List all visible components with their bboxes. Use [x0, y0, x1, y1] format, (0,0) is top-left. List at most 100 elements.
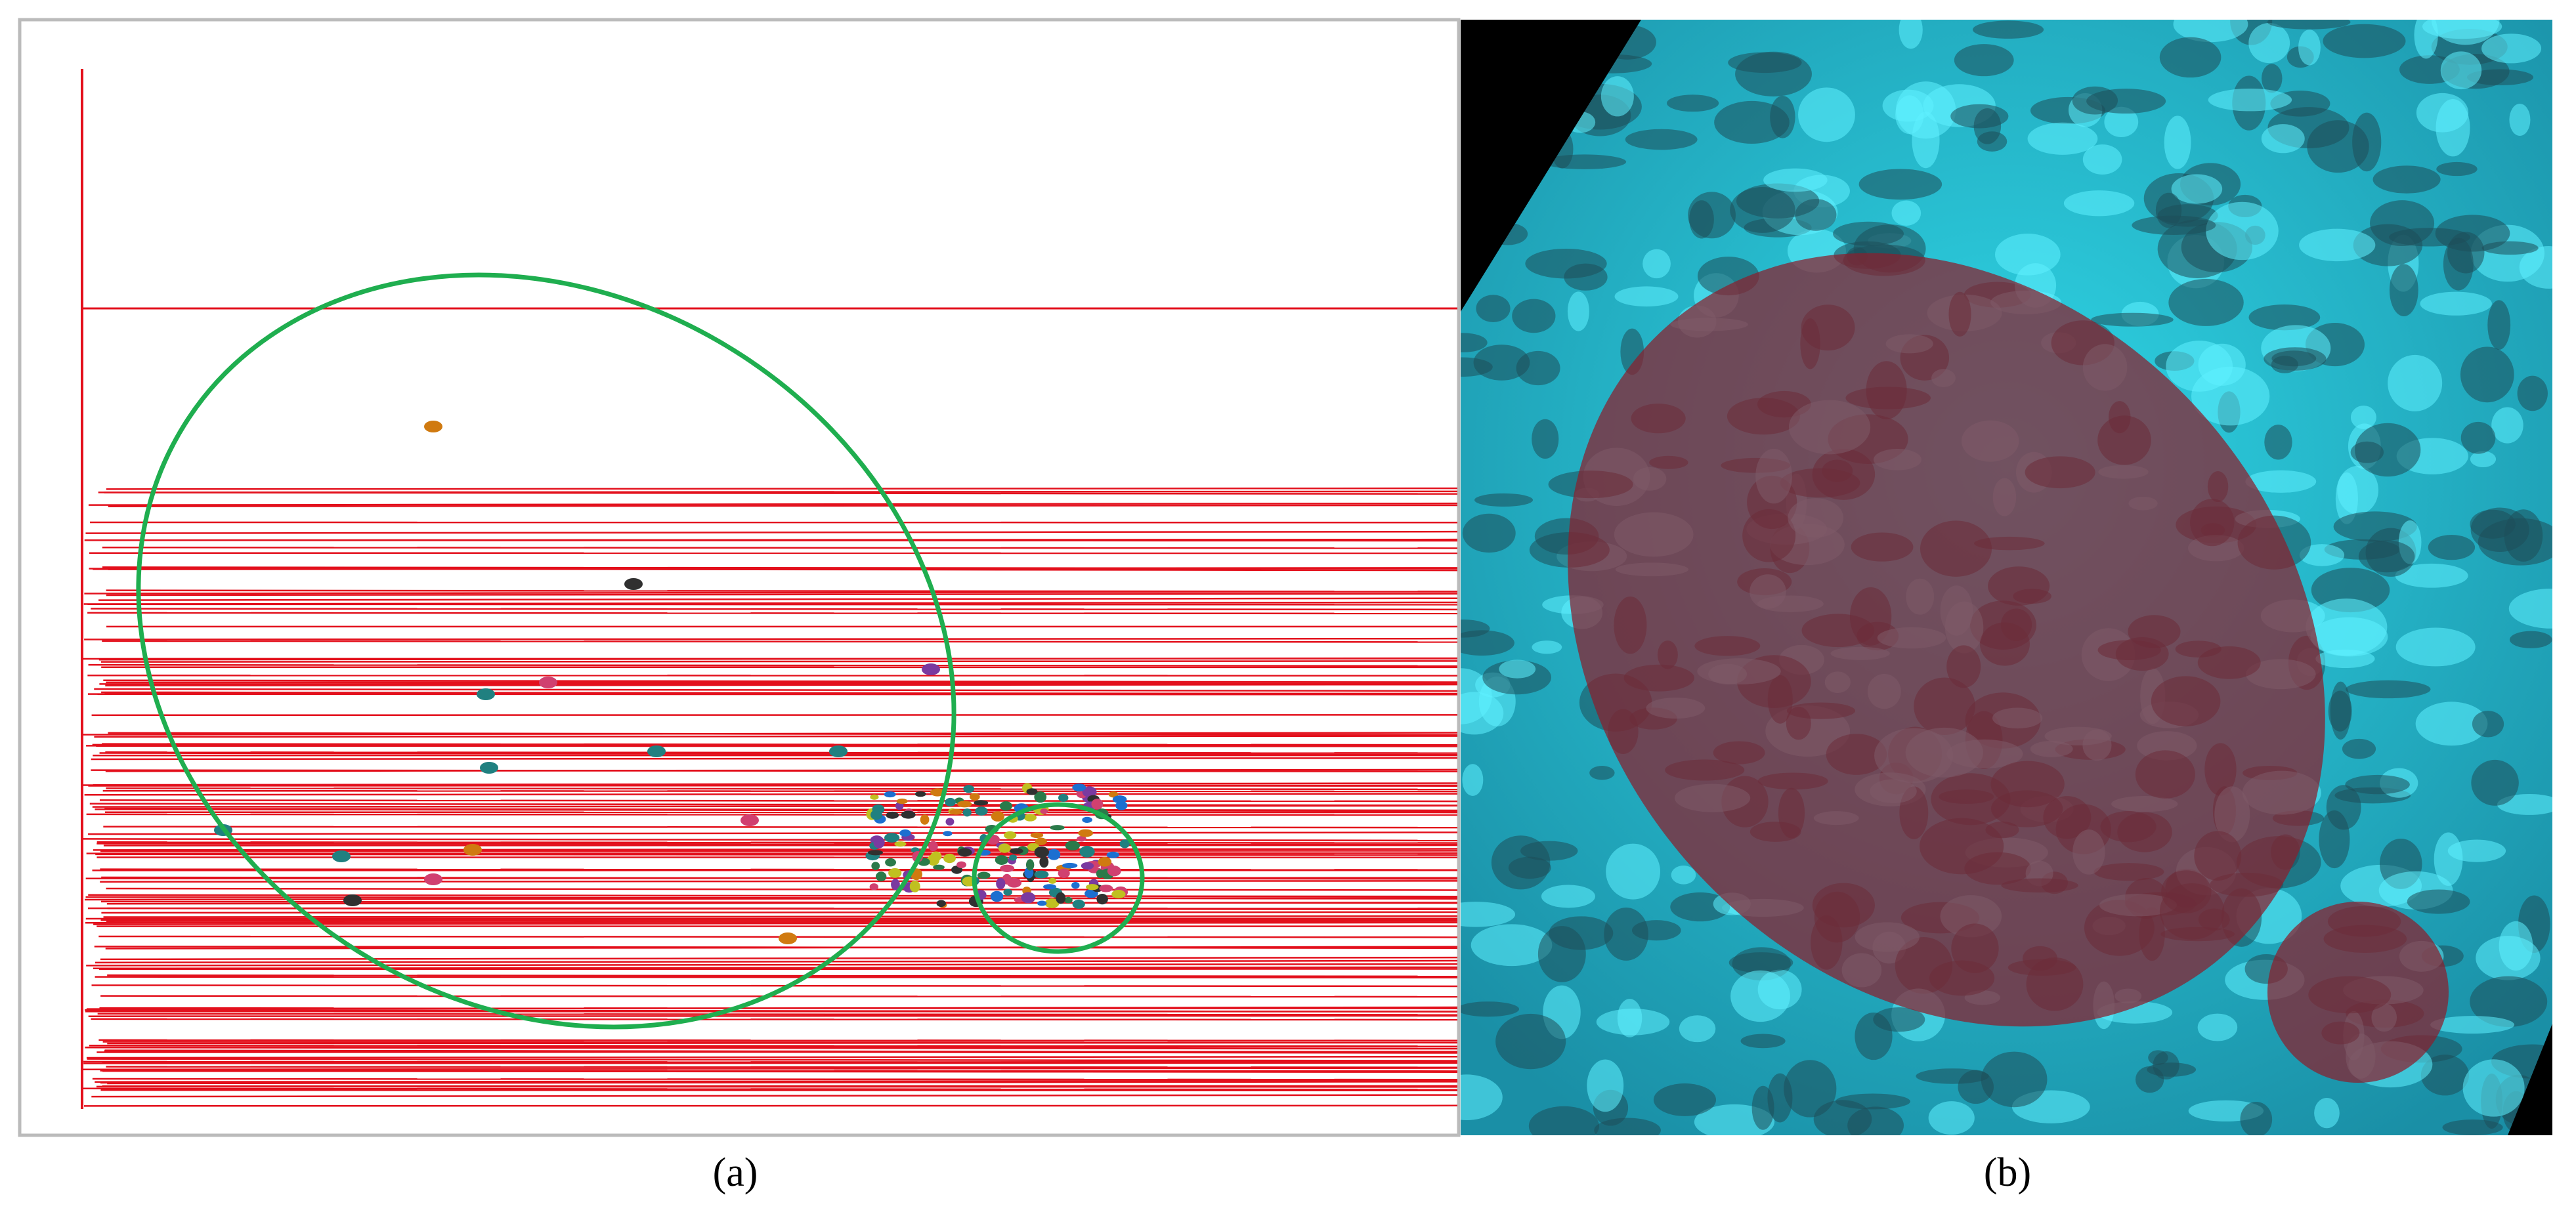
- cluster-point: [1098, 857, 1112, 867]
- texture-spot: [2447, 839, 2506, 862]
- cluster-point: [901, 810, 916, 819]
- cluster-point: [996, 877, 1006, 890]
- panel-frame: [18, 18, 1461, 1137]
- texture-spot: [2462, 1059, 2525, 1117]
- cluster-point: [975, 806, 988, 816]
- dendrogram-branch: [102, 1070, 1457, 1073]
- dendrogram-branch: [108, 504, 1457, 507]
- dendrogram-branch: [104, 692, 1457, 695]
- texture-spot: [1916, 1068, 1989, 1084]
- cluster-point: [943, 831, 953, 837]
- texture-spot: [2168, 279, 2244, 326]
- texture-spot: [2086, 89, 2166, 114]
- dendrogram-branch: [106, 1066, 1457, 1068]
- texture-spot: [2299, 544, 2345, 566]
- texture-spot: [2159, 37, 2222, 78]
- texture-spot: [2262, 64, 2283, 93]
- texture-spot: [1798, 87, 1855, 142]
- texture-spot: [2310, 617, 2388, 657]
- dendrogram-branch: [87, 612, 1457, 615]
- cluster-point: [990, 890, 1004, 902]
- texture-spot: [2345, 774, 2410, 795]
- texture-spot: [2104, 106, 2139, 138]
- texture-spot: [1671, 866, 1696, 885]
- dendrogram-branch: [88, 502, 1457, 506]
- dendrogram-branch: [103, 915, 1457, 918]
- dendrogram-branch: [86, 852, 1457, 854]
- texture-spot: [2388, 354, 2443, 411]
- dendrogram-branch: [88, 831, 1457, 835]
- dendrogram-branch: [102, 566, 1457, 570]
- texture-spot: [1928, 1101, 1975, 1135]
- texture-spot: [1508, 856, 1551, 879]
- dendrogram-branch: [106, 487, 1457, 490]
- texture-spot: [2314, 1097, 2340, 1129]
- cluster-point: [870, 809, 883, 820]
- highlight-ellipse: [1568, 253, 2325, 1027]
- cluster-point: [1081, 862, 1094, 870]
- texture-spot: [2517, 375, 2548, 411]
- dendrogram-branch: [88, 894, 1457, 898]
- texture-spot: [2487, 300, 2511, 350]
- texture-spot: [2240, 1101, 2273, 1135]
- texture-spot: [1532, 419, 1559, 459]
- cluster-point: [956, 861, 966, 869]
- image-border: [1461, 20, 1641, 312]
- texture-spot: [2267, 20, 2351, 30]
- texture-spot: [1461, 1074, 1503, 1121]
- dendrogram-branch: [91, 608, 1457, 611]
- texture-spot: [1589, 766, 1615, 780]
- texture-spot: [1462, 764, 1484, 796]
- cluster-point: [1071, 882, 1080, 889]
- panel-label: (a): [713, 1150, 758, 1195]
- texture-spot: [2460, 346, 2514, 403]
- texture-spot: [2248, 23, 2290, 64]
- texture-spot: [2472, 711, 2504, 738]
- texture-spot: [2499, 921, 2533, 971]
- dendrogram-branch: [100, 850, 1457, 852]
- dendrogram-branch: [100, 995, 1457, 998]
- cluster-point: [463, 844, 482, 856]
- dendrogram-branch: [106, 787, 1457, 791]
- image-border: [2508, 1024, 2552, 1135]
- texture-spot: [2481, 33, 2542, 64]
- dendrogram-branch: [105, 946, 1457, 950]
- cluster-point: [914, 791, 926, 797]
- cluster-point: [875, 871, 887, 882]
- dendrogram-branch: [85, 896, 1457, 901]
- texture-spot: [1564, 263, 1608, 291]
- cluster-point: [969, 793, 980, 801]
- cluster-point: [949, 808, 963, 815]
- dendrogram-branch: [106, 589, 1457, 593]
- dendrogram-branch: [93, 848, 1457, 851]
- cluster-point: [1034, 791, 1047, 803]
- cluster-point: [1063, 896, 1073, 904]
- texture-spot: [1462, 513, 1516, 553]
- dendrogram-branch: [84, 637, 1457, 640]
- cluster-point: [1086, 884, 1099, 890]
- cluster-point: [1112, 795, 1127, 804]
- texture-spot: [2319, 810, 2350, 869]
- cluster-point: [1079, 846, 1095, 858]
- texture-spot: [2420, 291, 2492, 316]
- texture-spot: [2323, 24, 2406, 58]
- texture-spot: [1653, 1083, 1717, 1116]
- dendrogram-branch: [82, 732, 1457, 736]
- cluster-point: [1082, 816, 1092, 823]
- dendrogram-branch: [91, 1094, 1457, 1098]
- texture-spot: [1617, 999, 1642, 1037]
- cluster-point: [1037, 900, 1047, 906]
- texture-spot: [2027, 122, 2098, 155]
- cluster-point: [884, 833, 900, 843]
- cluster-point: [1010, 848, 1023, 854]
- dendrogram-branch: [86, 963, 1457, 967]
- dendrogram-branch: [95, 959, 1457, 964]
- dendrogram-branch: [85, 530, 1457, 534]
- texture-spot: [1972, 20, 2044, 39]
- cluster-point: [1096, 869, 1104, 879]
- dendrogram-branch: [94, 735, 1457, 738]
- cluster-point: [1003, 889, 1012, 896]
- texture-spot: [1604, 908, 1648, 961]
- cluster-point: [1034, 870, 1049, 879]
- cluster-point: [1040, 808, 1048, 814]
